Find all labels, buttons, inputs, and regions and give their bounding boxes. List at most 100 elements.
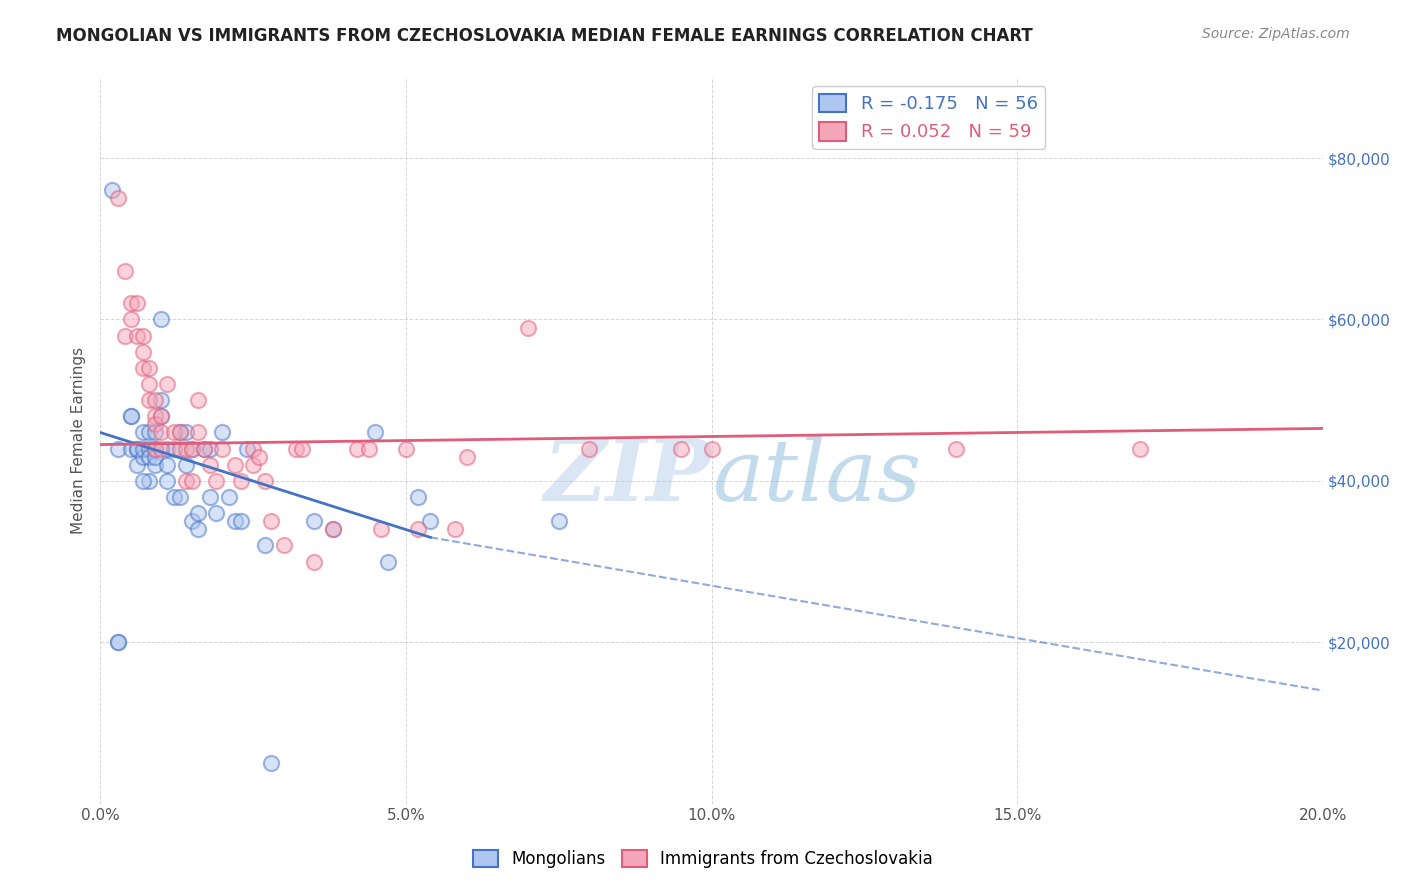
Point <box>669 442 692 456</box>
Point <box>150 409 173 424</box>
Point <box>180 442 202 456</box>
Point <box>169 425 191 440</box>
Point <box>156 442 179 456</box>
Point <box>406 522 429 536</box>
Point <box>132 328 155 343</box>
Point <box>187 425 209 440</box>
Point <box>187 522 209 536</box>
Point <box>229 514 252 528</box>
Point <box>162 442 184 456</box>
Point <box>517 320 540 334</box>
Text: atlas: atlas <box>711 435 921 518</box>
Point <box>132 425 155 440</box>
Point <box>284 442 307 456</box>
Point <box>193 442 215 456</box>
Point <box>456 450 478 464</box>
Point <box>945 442 967 456</box>
Point <box>229 474 252 488</box>
Point <box>200 442 222 456</box>
Point <box>359 442 381 456</box>
Point <box>143 442 166 456</box>
Point <box>138 442 160 456</box>
Point <box>125 458 148 472</box>
Point <box>242 442 264 456</box>
Point <box>211 425 233 440</box>
Point <box>150 393 173 408</box>
Point <box>187 393 209 408</box>
Point <box>377 555 399 569</box>
Point <box>132 474 155 488</box>
Point <box>291 442 314 456</box>
Point <box>150 312 173 326</box>
Point <box>132 450 155 464</box>
Point <box>125 442 148 456</box>
Point <box>138 360 160 375</box>
Point <box>205 474 228 488</box>
Point <box>138 425 160 440</box>
Point <box>180 514 202 528</box>
Legend: R = -0.175   N = 56, R = 0.052   N = 59: R = -0.175 N = 56, R = 0.052 N = 59 <box>813 87 1045 149</box>
Point <box>443 522 465 536</box>
Point <box>174 458 197 472</box>
Point <box>169 442 191 456</box>
Point <box>200 490 222 504</box>
Point <box>322 522 344 536</box>
Point <box>211 442 233 456</box>
Text: Source: ZipAtlas.com: Source: ZipAtlas.com <box>1202 27 1350 41</box>
Point <box>120 296 142 310</box>
Point <box>114 328 136 343</box>
Point <box>150 425 173 440</box>
Point <box>120 409 142 424</box>
Point <box>132 344 155 359</box>
Point <box>700 442 723 456</box>
Point <box>150 442 173 456</box>
Point <box>143 450 166 464</box>
Point <box>138 393 160 408</box>
Point <box>143 425 166 440</box>
Point <box>254 538 277 552</box>
Point <box>1129 442 1152 456</box>
Point <box>260 514 283 528</box>
Point <box>101 183 124 197</box>
Point <box>370 522 392 536</box>
Point <box>193 442 215 456</box>
Point <box>138 450 160 464</box>
Point <box>205 506 228 520</box>
Point <box>125 296 148 310</box>
Point <box>302 514 325 528</box>
Point <box>236 442 259 456</box>
Point <box>254 474 277 488</box>
Point <box>132 442 155 456</box>
Point <box>156 377 179 392</box>
Point <box>143 442 166 456</box>
Point <box>364 425 387 440</box>
Point <box>125 442 148 456</box>
Point <box>547 514 569 528</box>
Point <box>224 458 246 472</box>
Point <box>107 635 129 649</box>
Point <box>346 442 368 456</box>
Point <box>273 538 295 552</box>
Point <box>120 442 142 456</box>
Point <box>120 312 142 326</box>
Point <box>419 514 441 528</box>
Point <box>125 328 148 343</box>
Point <box>174 474 197 488</box>
Point <box>302 555 325 569</box>
Point <box>406 490 429 504</box>
Point <box>395 442 418 456</box>
Point <box>138 377 160 392</box>
Point <box>107 635 129 649</box>
Point <box>180 442 202 456</box>
Point <box>162 425 184 440</box>
Point <box>174 425 197 440</box>
Point <box>114 264 136 278</box>
Point <box>107 191 129 205</box>
Point <box>187 506 209 520</box>
Point <box>156 474 179 488</box>
Point <box>143 393 166 408</box>
Point <box>218 490 240 504</box>
Text: MONGOLIAN VS IMMIGRANTS FROM CZECHOSLOVAKIA MEDIAN FEMALE EARNINGS CORRELATION C: MONGOLIAN VS IMMIGRANTS FROM CZECHOSLOVA… <box>56 27 1033 45</box>
Point <box>180 474 202 488</box>
Y-axis label: Median Female Earnings: Median Female Earnings <box>72 347 86 534</box>
